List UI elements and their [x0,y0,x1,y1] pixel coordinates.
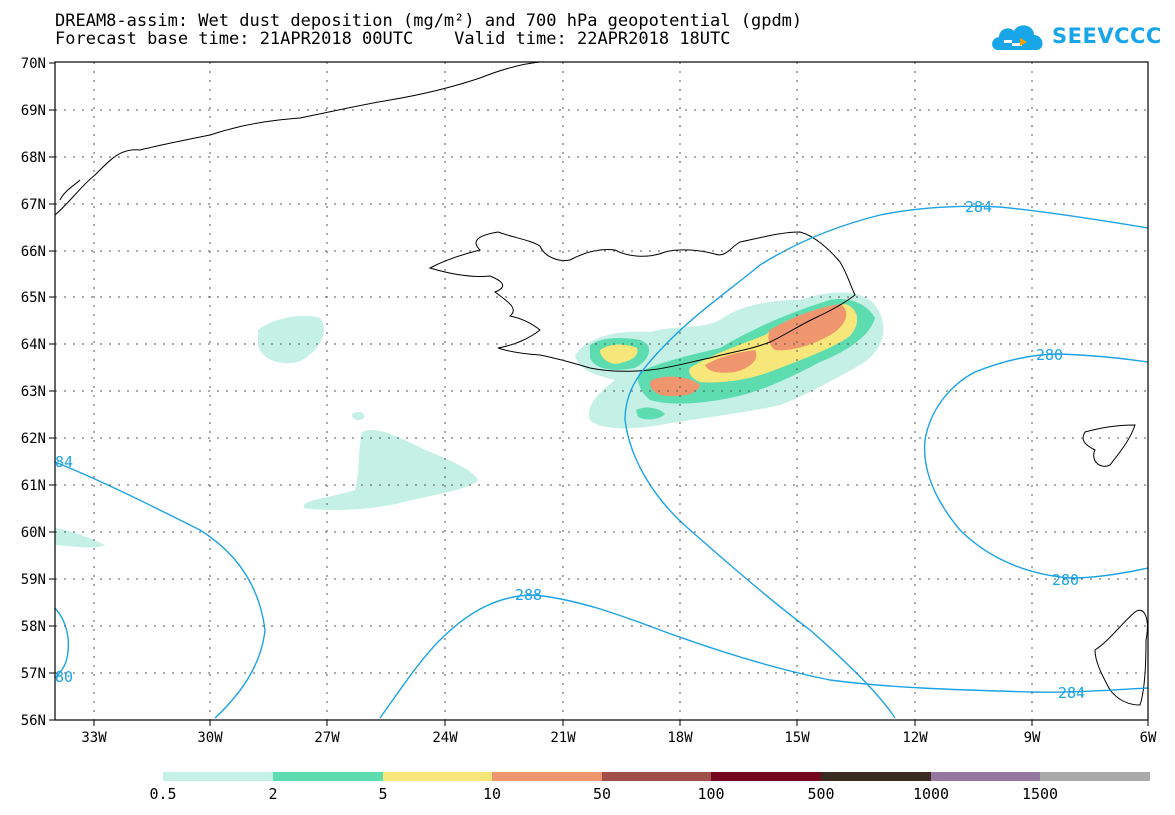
legend-swatch [711,772,821,781]
lat-label: 64N [21,337,46,353]
legend-label: 5 [378,785,387,803]
lat-label: 70N [21,56,46,72]
lon-label: 18W [667,730,693,746]
lon-label: 6W [1140,730,1157,746]
contour-label: 80 [55,668,73,686]
contour-label: 84 [55,453,73,471]
contour-label: 280 [1052,571,1079,589]
geopotential-contours [54,205,1149,719]
contour-label: 284 [1058,684,1085,702]
lat-label: 63N [21,384,46,400]
lat-label: 58N [21,619,46,635]
tick-marks [49,62,1149,726]
contour-label: 284 [965,198,992,216]
gridlines [55,62,1148,720]
coastline [54,61,1148,706]
legend-label: 50 [593,785,611,803]
lat-label: 68N [21,150,46,166]
legend-swatch [383,772,492,781]
lat-label: 60N [21,525,46,541]
lon-label: 9W [1024,730,1041,746]
lon-label: 12W [902,730,928,746]
lat-label: 56N [21,713,46,729]
lon-label: 21W [550,730,576,746]
lon-label: 27W [314,730,340,746]
legend-label: 500 [807,785,834,803]
legend-swatch [492,772,602,781]
lon-label: 15W [784,730,810,746]
legend-swatch [163,772,273,781]
legend-colorbar [163,772,1150,781]
dust-shading [55,292,884,548]
lon-label: 30W [197,730,223,746]
contour-label: 280 [1036,346,1063,364]
legend-label: 0.5 [149,785,176,803]
legend-label: 2 [268,785,277,803]
legend-label: 100 [697,785,724,803]
legend-label: 1500 [1022,785,1058,803]
map-subtitle: Forecast base time: 21APR2018 00UTC Vali… [55,29,731,49]
legend-label: 10 [483,785,501,803]
legend-label: 1000 [913,785,949,803]
legend-swatch [1040,772,1150,781]
cloud-logo-icon [992,25,1043,50]
lat-label: 59N [21,572,46,588]
lat-label: 67N [21,197,46,213]
lon-label: 24W [432,730,458,746]
lat-label: 61N [21,478,46,494]
legend-swatch [273,772,383,781]
logo-text: SEEVCCC [1052,24,1162,48]
legend-swatch [602,772,711,781]
lat-label: 66N [21,244,46,260]
legend-swatch [931,772,1040,781]
contour-label: 288 [515,586,542,604]
lat-label: 65N [21,290,46,306]
lat-label: 62N [21,431,46,447]
lat-label: 69N [21,103,46,119]
lon-label: 33W [81,730,107,746]
legend-swatch [821,772,931,781]
map-title: DREAM8-assim: Wet dust deposition (mg/m²… [55,11,803,31]
lat-label: 57N [21,666,46,682]
